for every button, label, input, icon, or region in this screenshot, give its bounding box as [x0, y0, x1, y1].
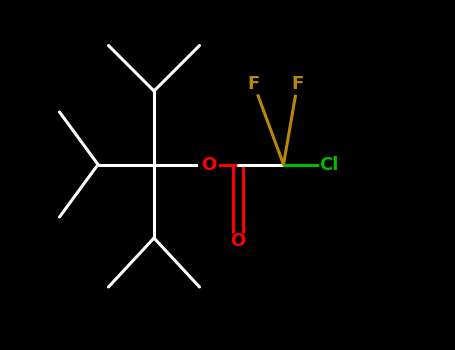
- Text: Cl: Cl: [319, 155, 339, 174]
- Text: O: O: [201, 155, 216, 174]
- Text: F: F: [291, 75, 303, 93]
- Text: F: F: [248, 75, 260, 93]
- Text: O: O: [230, 232, 246, 251]
